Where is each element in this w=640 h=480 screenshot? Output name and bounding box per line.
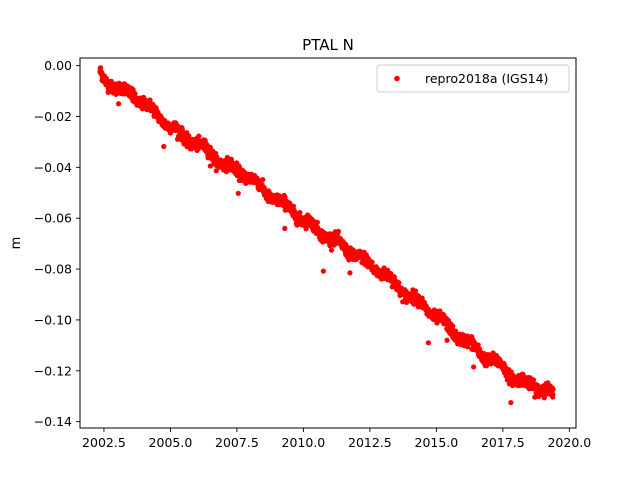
data-point bbox=[396, 280, 402, 286]
data-point-outlier bbox=[444, 337, 450, 343]
data-point-outlier bbox=[347, 270, 353, 276]
data-point bbox=[550, 391, 556, 398]
y-tick-label: −0.06 bbox=[34, 211, 72, 226]
data-point bbox=[541, 395, 547, 401]
y-tick-label: 0.00 bbox=[44, 58, 72, 73]
data-point-outlier bbox=[320, 268, 326, 274]
data-point bbox=[550, 386, 556, 392]
x-tick-label: 2005.0 bbox=[149, 435, 193, 450]
data-point bbox=[328, 247, 335, 253]
x-tick-label: 2002.5 bbox=[82, 435, 126, 450]
y-axis-label: m bbox=[9, 237, 24, 250]
data-point bbox=[412, 288, 419, 294]
y-tick-label: −0.14 bbox=[34, 414, 72, 429]
data-point-outlier bbox=[235, 190, 241, 196]
data-point-outlier bbox=[130, 87, 136, 93]
data-point-outlier bbox=[207, 163, 213, 169]
y-tick-label: −0.04 bbox=[34, 160, 72, 175]
data-points bbox=[97, 65, 556, 406]
legend-entry-label: repro2018a (IGS14) bbox=[425, 71, 548, 86]
data-point-outlier bbox=[508, 399, 514, 406]
data-point bbox=[450, 323, 456, 329]
data-point bbox=[196, 133, 202, 139]
x-tick-label: 2012.5 bbox=[348, 435, 392, 450]
data-point bbox=[147, 97, 153, 103]
x-axis-ticks: 2002.5 2005.0 2007.5 2010.0 2012.5 2015.0 2017… bbox=[82, 428, 591, 450]
data-point bbox=[207, 144, 213, 150]
data-point-outlier bbox=[115, 101, 122, 107]
y-tick-label: −0.08 bbox=[34, 262, 72, 277]
data-point-outlier bbox=[161, 143, 167, 150]
data-point-outlier bbox=[471, 364, 477, 370]
x-tick-label: 2010.0 bbox=[282, 435, 326, 450]
data-point bbox=[335, 228, 342, 234]
data-point-outlier bbox=[282, 225, 288, 231]
y-axis-ticks: 0.00 −0.02 −0.04 −0.06 −0.08 −0.10 −0.12 −0.14 bbox=[34, 58, 80, 429]
data-point bbox=[369, 259, 375, 265]
data-point bbox=[290, 203, 297, 209]
y-tick-label: −0.10 bbox=[34, 312, 72, 327]
x-tick-label: 2017.5 bbox=[481, 435, 525, 450]
x-tick-label: 2007.5 bbox=[215, 435, 259, 450]
data-point bbox=[475, 342, 481, 348]
data-point bbox=[400, 299, 406, 305]
chart-title: PTAL N bbox=[302, 36, 354, 54]
legend: repro2018a (IGS14) bbox=[376, 64, 570, 93]
legend-frame bbox=[376, 64, 570, 93]
legend-marker bbox=[394, 75, 400, 82]
data-point bbox=[213, 168, 219, 174]
data-point bbox=[314, 219, 320, 225]
y-tick-label: −0.02 bbox=[34, 109, 72, 124]
x-tick-label: 2015.0 bbox=[415, 435, 459, 450]
x-tick-label: 2020.0 bbox=[547, 435, 591, 450]
y-tick-label: −0.12 bbox=[34, 363, 72, 378]
data-point bbox=[260, 176, 266, 183]
data-point bbox=[465, 344, 471, 350]
data-point-outlier bbox=[425, 340, 431, 346]
data-point bbox=[530, 377, 537, 383]
axes-frame bbox=[79, 57, 577, 429]
data-point bbox=[297, 209, 303, 216]
